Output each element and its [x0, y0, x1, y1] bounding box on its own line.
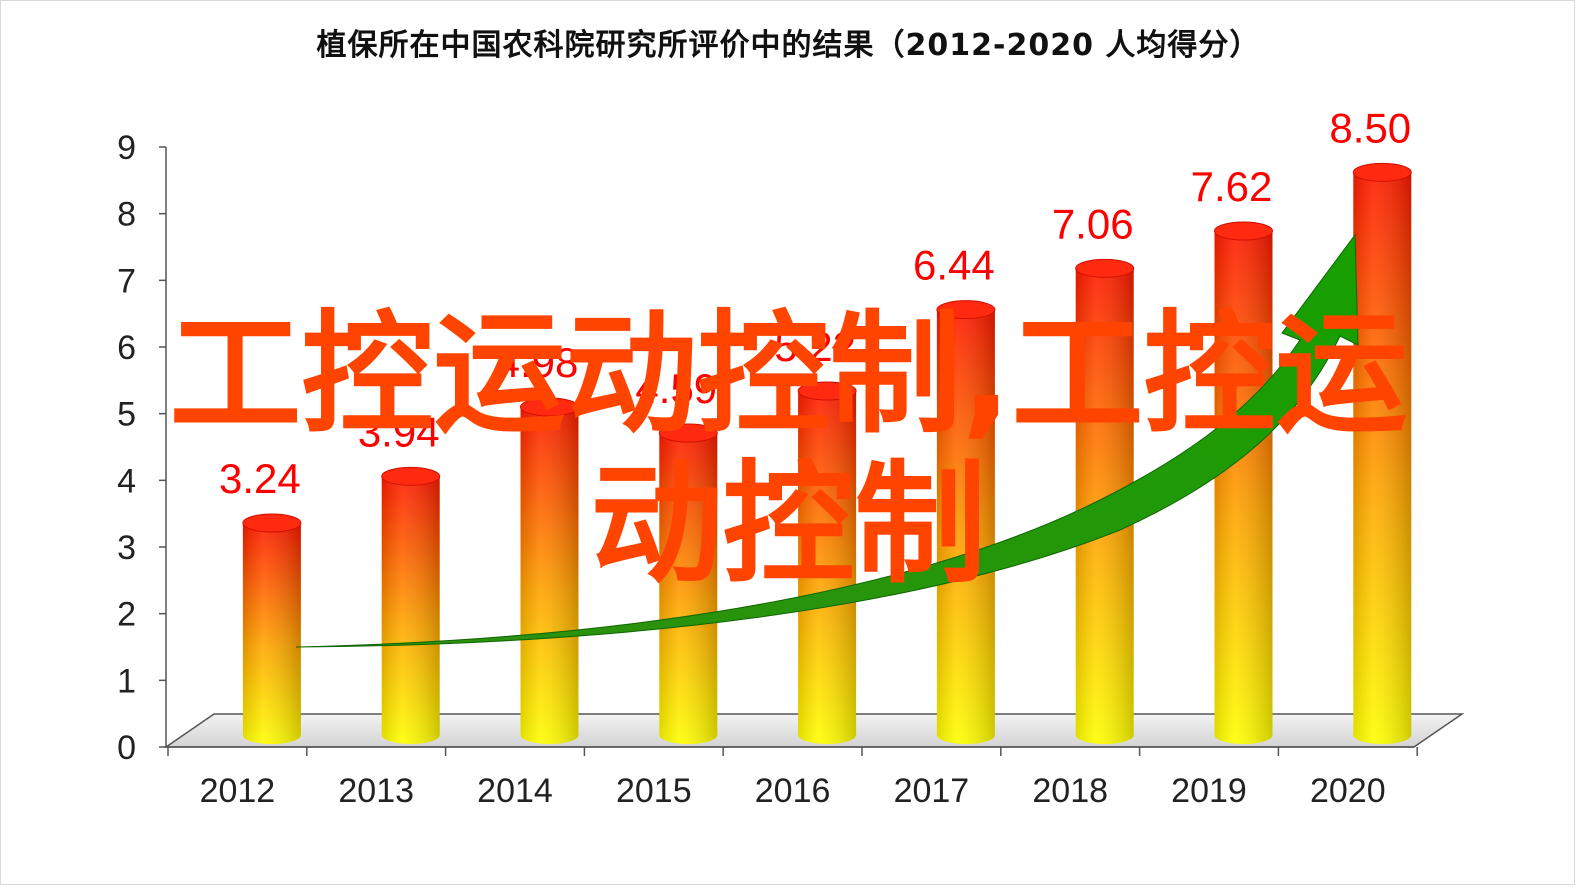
x-tick-label: 2015 [616, 772, 692, 810]
y-tick-label: 9 [117, 129, 136, 167]
overlay-line-1: 工控运动控制,工控运 [169, 298, 1408, 452]
bar-value-label: 3.94 [358, 408, 440, 455]
bar-top-cap [1075, 258, 1135, 278]
y-tick-label: 3 [117, 529, 136, 567]
bar [936, 300, 996, 744]
x-tick-label: 2013 [338, 772, 414, 810]
x-tick-label: 2012 [200, 772, 276, 810]
chart-title: 植保所在中国农科院研究所评价中的结果（2012-2020 人均得分） [316, 28, 1261, 63]
y-tick-label: 0 [117, 729, 136, 767]
bar [520, 397, 579, 744]
bar-shading [381, 476, 440, 744]
bar-shading [242, 523, 301, 744]
bar-value-label: 8.50 [1329, 104, 1411, 151]
bar-top-cap [242, 513, 302, 533]
trend-arrow [295, 233, 1359, 648]
y-tick-label: 8 [117, 196, 136, 234]
bar-value-label: 4.98 [497, 339, 579, 386]
bar [797, 381, 857, 744]
bar-top-cap [1214, 221, 1273, 241]
bar [1352, 162, 1412, 745]
bar-value-label: 5.22 [774, 323, 856, 370]
bar-top-cap [797, 381, 857, 401]
bar-top-cap [520, 397, 579, 417]
bar-shading [1214, 231, 1273, 744]
y-tick-label: 6 [117, 329, 136, 367]
bar-shading [520, 407, 579, 744]
bar-top-cap [381, 466, 441, 486]
overlay-watermark-text: 工控运动控制,工控运 动控制 [0, 300, 1577, 600]
bar-top-cap [936, 300, 996, 320]
bar-shading [1353, 172, 1412, 745]
bar-top-cap [658, 423, 718, 443]
bar-value-label: 7.62 [1191, 163, 1273, 210]
bar-value-label: 7.06 [1052, 200, 1134, 247]
x-tick-label: 2020 [1310, 772, 1386, 810]
x-tick-label: 2017 [894, 772, 970, 810]
x-tick-label: 2014 [477, 772, 553, 810]
bar-shading [798, 391, 857, 744]
bar-value-label: 4.59 [635, 365, 717, 412]
bar [658, 423, 718, 744]
x-tick-label: 2019 [1171, 772, 1247, 810]
y-tick-label: 2 [117, 596, 136, 634]
bar [1214, 221, 1273, 744]
x-tick-label: 2016 [755, 772, 831, 810]
bar-shading [936, 309, 995, 744]
bar [242, 513, 302, 744]
x-tick-label: 2018 [1032, 772, 1108, 810]
y-tick-label: 7 [117, 262, 136, 300]
y-tick-label: 1 [117, 662, 136, 700]
bar-top-cap [1352, 162, 1412, 182]
bar [381, 466, 441, 744]
y-tick-label: 5 [117, 396, 136, 434]
bar-shading [659, 433, 718, 744]
overlay-line-2: 动控制 [590, 448, 987, 602]
bar-value-label: 6.44 [913, 242, 995, 289]
y-tick-label: 4 [117, 462, 136, 500]
bar-value-label: 3.24 [219, 455, 301, 502]
